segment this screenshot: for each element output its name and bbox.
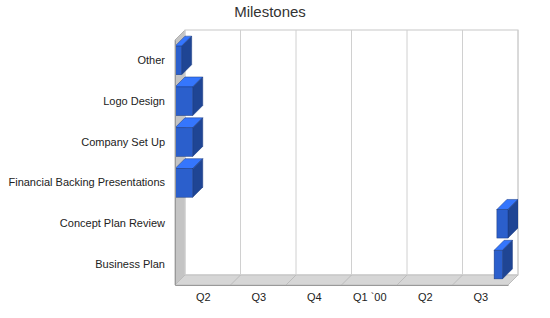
grid-line (175, 275, 185, 285)
bar-group (175, 36, 192, 75)
grid-line (296, 30, 297, 275)
y-tick-label: Concept Plan Review (60, 217, 165, 229)
x-tick: Q2 (418, 285, 433, 303)
grid-line (240, 30, 241, 275)
bar-side (193, 77, 203, 116)
y-tick-label: Business Plan (95, 258, 165, 270)
bar-group (175, 77, 203, 116)
x-axis: Q2 Q3 Q4 Q1 `00 Q2 Q3 (176, 285, 509, 303)
grid-line (231, 275, 241, 285)
y-tick-label: Financial Backing Presentations (8, 176, 165, 188)
y-tick-label: Logo Design (103, 95, 165, 107)
bar-side (502, 240, 512, 279)
y-axis-line (175, 41, 176, 286)
x-tick-label: Q3 (473, 291, 488, 303)
x-tick: Q2 (196, 285, 211, 303)
bar-group (175, 159, 203, 198)
bar-side (193, 118, 203, 157)
x-tick-label: Q4 (307, 291, 322, 303)
back-wall (185, 30, 518, 275)
y-axis: Other Logo Design Company Set Up Financial … (8, 41, 175, 286)
grid-line (518, 30, 519, 275)
grid-line (407, 30, 408, 275)
x-tick: Q3 (473, 285, 488, 303)
bar (175, 128, 193, 157)
bar (494, 250, 502, 279)
y-tick: Company Set Up (81, 136, 165, 148)
y-tick: Other (137, 54, 165, 66)
grid-line (351, 30, 352, 275)
bar-group (175, 118, 203, 157)
bars (175, 36, 518, 279)
grid-line (397, 275, 407, 285)
y-tick: Logo Design (103, 95, 165, 107)
bar-side (193, 159, 203, 198)
x-tick-label: Q2 (196, 291, 211, 303)
grid-line (462, 30, 463, 275)
x-tick-label: Q2 (418, 291, 433, 303)
y-tick-label: Company Set Up (81, 136, 165, 148)
grid (175, 30, 518, 285)
floor (175, 275, 518, 285)
y-tick-label: Other (137, 54, 165, 66)
bar-group (497, 199, 518, 238)
bar-side (182, 36, 192, 75)
x-tick: Q1 `00 (353, 285, 387, 303)
grid-line (342, 275, 352, 285)
x-tick: Q4 (307, 285, 322, 303)
x-tick-label: Q3 (251, 291, 266, 303)
x-tick: Q3 (251, 285, 266, 303)
grid-line (453, 275, 463, 285)
y-tick: Financial Backing Presentations (8, 176, 165, 188)
bar (175, 169, 193, 198)
grid-line (508, 275, 518, 285)
bar (497, 209, 508, 238)
x-tick-label: Q1 `00 (353, 291, 387, 303)
bar-side (508, 199, 518, 238)
y-tick: Concept Plan Review (60, 217, 165, 229)
bar (175, 87, 193, 116)
chart: Milestones Q2 Q3 Q4 Q1 `00 Q2 Q3 Other Logo Desi… (0, 0, 550, 318)
title: Milestones (234, 3, 306, 20)
bar-group (494, 240, 512, 279)
y-tick: Business Plan (95, 258, 165, 270)
x-axis-line (176, 285, 509, 286)
grid-line (286, 275, 296, 285)
